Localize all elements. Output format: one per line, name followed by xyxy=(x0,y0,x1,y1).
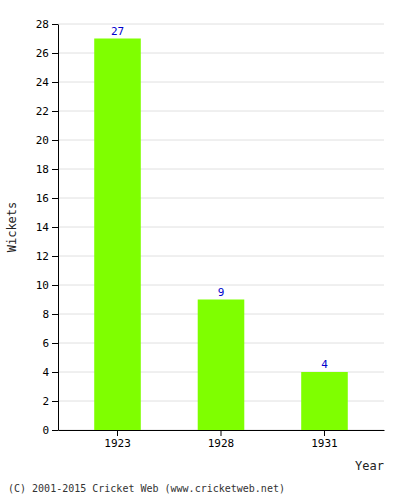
chart-svg: 1923192819310246810121416182022242628279… xyxy=(0,0,400,500)
x-axis-title: Year xyxy=(355,459,384,473)
y-tick-mark xyxy=(52,140,58,141)
y-tick: 22 xyxy=(36,105,58,118)
chart-container: 1923192819310246810121416182022242628279… xyxy=(0,0,400,500)
y-tick: 12 xyxy=(36,250,58,263)
y-tick-mark xyxy=(52,53,58,54)
bars xyxy=(94,39,348,431)
bar xyxy=(198,300,245,431)
x-tick: 1928 xyxy=(208,430,235,450)
y-tick-mark xyxy=(52,111,58,112)
y-tick-label: 28 xyxy=(36,18,49,31)
y-tick-mark xyxy=(52,24,58,25)
y-tick: 4 xyxy=(42,366,58,379)
y-tick-label: 0 xyxy=(42,424,49,437)
y-tick: 20 xyxy=(36,134,58,147)
x-tick-label: 1928 xyxy=(208,437,235,450)
y-tick-label: 24 xyxy=(36,76,50,89)
grid-line xyxy=(58,24,384,25)
data-labels: 27 9 4 xyxy=(111,25,328,372)
x-tick-mark xyxy=(324,430,325,436)
y-tick: 6 xyxy=(42,337,58,350)
y-tick-label: 26 xyxy=(36,47,49,60)
y-tick-mark xyxy=(52,430,58,431)
y-tick: 24 xyxy=(36,76,58,89)
y-tick: 16 xyxy=(36,192,58,205)
y-tick-label: 2 xyxy=(42,395,49,408)
y-tick-label: 4 xyxy=(42,366,49,379)
x-tick-mark xyxy=(221,430,222,436)
y-tick-label: 18 xyxy=(36,163,49,176)
data-label: 4 xyxy=(321,358,328,371)
y-tick: 26 xyxy=(36,47,58,60)
y-tick-mark xyxy=(52,169,58,170)
y-tick-mark xyxy=(52,401,58,402)
y-tick: 0 xyxy=(42,424,58,437)
bar xyxy=(301,372,348,430)
plot-area: 1923192819310246810121416182022242628279… xyxy=(36,18,385,450)
y-tick-label: 10 xyxy=(36,279,49,292)
y-tick: 28 xyxy=(36,18,58,31)
grid xyxy=(58,24,384,430)
y-tick: 2 xyxy=(42,395,58,408)
y-tick-label: 12 xyxy=(36,250,49,263)
data-label: 9 xyxy=(218,286,225,299)
x-tick: 1923 xyxy=(104,430,131,450)
y-tick-mark xyxy=(52,372,58,373)
x-axis: 1923 1928 1931 xyxy=(59,430,385,450)
x-tick-label: 1931 xyxy=(311,437,338,450)
y-tick-mark xyxy=(52,314,58,315)
x-tick-label: 1923 xyxy=(104,437,131,450)
y-tick-mark xyxy=(52,285,58,286)
y-tick-mark xyxy=(52,256,58,257)
x-tick: 1931 xyxy=(311,430,338,450)
y-tick-label: 14 xyxy=(36,221,50,234)
y-tick-label: 20 xyxy=(36,134,49,147)
y-tick: 10 xyxy=(36,279,58,292)
y-tick: 18 xyxy=(36,163,58,176)
y-tick-label: 22 xyxy=(36,105,49,118)
y-tick-mark xyxy=(52,198,58,199)
y-tick-mark xyxy=(52,343,58,344)
y-tick-label: 6 xyxy=(42,337,49,350)
y-axis-line xyxy=(58,25,59,431)
y-tick: 14 xyxy=(36,221,58,234)
y-tick-mark xyxy=(52,82,58,83)
footer-text: (C) 2001-2015 Cricket Web (www.cricketwe… xyxy=(8,483,285,494)
y-tick: 8 xyxy=(42,308,58,321)
y-axis: 0246810121416182022242628 xyxy=(36,18,59,437)
data-label: 27 xyxy=(111,25,124,38)
y-tick-mark xyxy=(52,227,58,228)
x-tick-mark xyxy=(117,430,118,436)
y-tick-label: 8 xyxy=(42,308,49,321)
y-tick-label: 16 xyxy=(36,192,49,205)
bar xyxy=(94,39,141,431)
y-axis-title: Wickets xyxy=(5,202,19,253)
